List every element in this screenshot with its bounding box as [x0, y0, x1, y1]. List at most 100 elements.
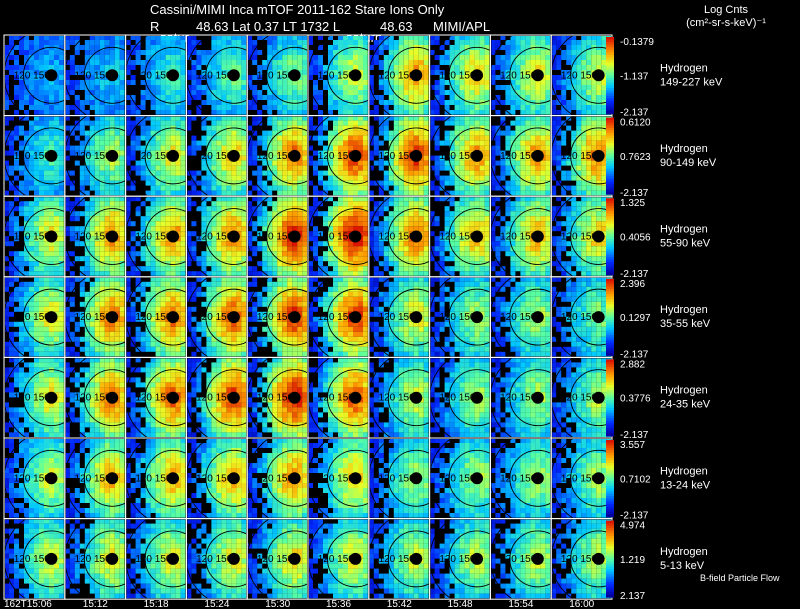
panel-r5-c0: 120 150	[3, 437, 66, 520]
contour-label-150: 150	[276, 312, 293, 323]
contour-label-150: 150	[337, 151, 354, 162]
contour-label-150: 150	[33, 393, 50, 404]
title-r-label: R	[150, 19, 160, 34]
contour-label-120: 120	[75, 473, 92, 484]
contour-label-120: 120	[135, 393, 152, 404]
panel-r0-c7: 120 150	[429, 34, 491, 117]
panel-r6-c4: 120 150	[246, 518, 309, 600]
saturn-marker	[288, 69, 301, 82]
saturn-marker	[349, 230, 362, 243]
contour-label-120: 120	[135, 232, 152, 243]
units-line-1: Log Cnts	[703, 4, 749, 16]
colorbar-min-label: -2.137	[620, 349, 649, 360]
contour-label-150: 150	[94, 554, 111, 565]
colorbar-mid-label: 0.7102	[620, 474, 651, 485]
row-species-label: Hydrogen	[660, 546, 708, 558]
panel-r5-c7: 120 150	[429, 437, 491, 520]
saturn-marker	[471, 391, 484, 404]
contour-label-120: 120	[439, 312, 456, 323]
title-credit: MIMI/APL	[433, 19, 491, 34]
saturn-marker	[45, 149, 58, 162]
contour-label-150: 150	[398, 312, 415, 323]
row-energy-label: 35-55 keV	[660, 318, 711, 330]
colorbar-row-6: 4.974 1.219 2.137	[606, 520, 645, 602]
contour-label-120: 120	[75, 554, 92, 565]
saturn-marker	[45, 391, 58, 404]
colorbar-max-label: 2.882	[620, 359, 645, 370]
contour-label-150: 150	[398, 232, 415, 243]
contour-label-120: 120	[318, 151, 335, 162]
saturn-marker	[45, 311, 58, 324]
contour-label-120: 120	[14, 151, 31, 162]
contour-label-120: 120	[318, 232, 335, 243]
saturn-marker	[592, 552, 605, 565]
saturn-marker	[106, 311, 119, 324]
panel-r0-c1: 120 150	[64, 34, 127, 117]
contour-label-120: 120	[75, 312, 92, 323]
panel-r3-c5: 120 150	[307, 276, 370, 358]
panel-r4-c3: 120 150	[185, 356, 248, 439]
contour-label-150: 150	[580, 473, 597, 484]
saturn-marker	[288, 230, 301, 243]
saturn-marker	[167, 311, 180, 324]
saturn-marker	[106, 149, 119, 162]
contour-label-150: 150	[94, 393, 111, 404]
saturn-marker	[531, 69, 544, 82]
panel-r4-c7: 120 150	[429, 356, 491, 439]
contour-label-150: 150	[216, 554, 233, 565]
contour-label-120: 120	[257, 393, 274, 404]
contour-label-120: 120	[500, 312, 517, 323]
contour-label-120: 120	[14, 393, 31, 404]
contour-label-150: 150	[155, 151, 172, 162]
time-tick-label: 15:12	[83, 599, 108, 609]
colorbar-row-4: 2.882 0.3776 -2.137	[606, 359, 651, 441]
contour-label-120: 120	[318, 393, 335, 404]
panel-r4-c2: 120 150	[125, 356, 187, 439]
contour-label-150: 150	[459, 312, 476, 323]
panel-r4-c8: 120 150	[489, 356, 552, 439]
panel-r5-c8: 120 150	[489, 437, 552, 520]
panel-r4-c5: 120 150	[307, 356, 370, 439]
panel-r0-c8: 120 150	[489, 34, 552, 117]
time-tick-label: 15:24	[204, 599, 229, 609]
contour-label-150: 150	[33, 473, 50, 484]
saturn-marker	[227, 472, 240, 485]
row-energy-label: 90-149 keV	[660, 157, 717, 169]
row-species-label: Hydrogen	[660, 385, 708, 397]
panel-r2-c5: 120 150	[307, 195, 370, 278]
contour-label-150: 150	[216, 232, 233, 243]
panel-r3-c7: 120 150	[429, 276, 491, 358]
saturn-marker	[45, 472, 58, 485]
contour-label-150: 150	[276, 554, 293, 565]
saturn-marker	[531, 149, 544, 162]
row-energy-label: 13-24 keV	[660, 479, 711, 491]
contour-label-150: 150	[216, 151, 233, 162]
title-instrument: Cassini/MIMI Inca mTOF 2011-162 Stare Io…	[150, 2, 445, 17]
saturn-marker	[106, 552, 119, 565]
colorbar-row-2: 1.325 0.4056 -2.137	[606, 198, 651, 280]
saturn-marker	[471, 552, 484, 565]
saturn-marker	[167, 552, 180, 565]
saturn-marker	[471, 472, 484, 485]
panel-r6-c6: 120 150	[368, 518, 431, 600]
saturn-marker	[531, 472, 544, 485]
colorbar-min-label: -2.137	[620, 188, 649, 199]
panel-r2-c8: 120 150	[489, 195, 552, 278]
saturn-marker	[106, 230, 119, 243]
contour-label-150: 150	[276, 151, 293, 162]
panel-r3-c0: 120 150	[3, 276, 66, 358]
contour-label-150: 150	[94, 70, 111, 81]
contour-label-150: 150	[459, 70, 476, 81]
colorbar-max-label: -0.1379	[620, 37, 654, 48]
panel-r6-c8: 120 150	[489, 518, 552, 600]
contour-label-120: 120	[196, 393, 213, 404]
saturn-marker	[45, 230, 58, 243]
contour-label-120: 120	[196, 70, 213, 81]
saturn-marker	[106, 69, 119, 82]
contour-label-120: 120	[196, 473, 213, 484]
contour-label-120: 120	[14, 554, 31, 565]
saturn-marker	[531, 552, 544, 565]
panel-r3-c8: 120 150	[489, 276, 552, 358]
saturn-marker	[227, 311, 240, 324]
